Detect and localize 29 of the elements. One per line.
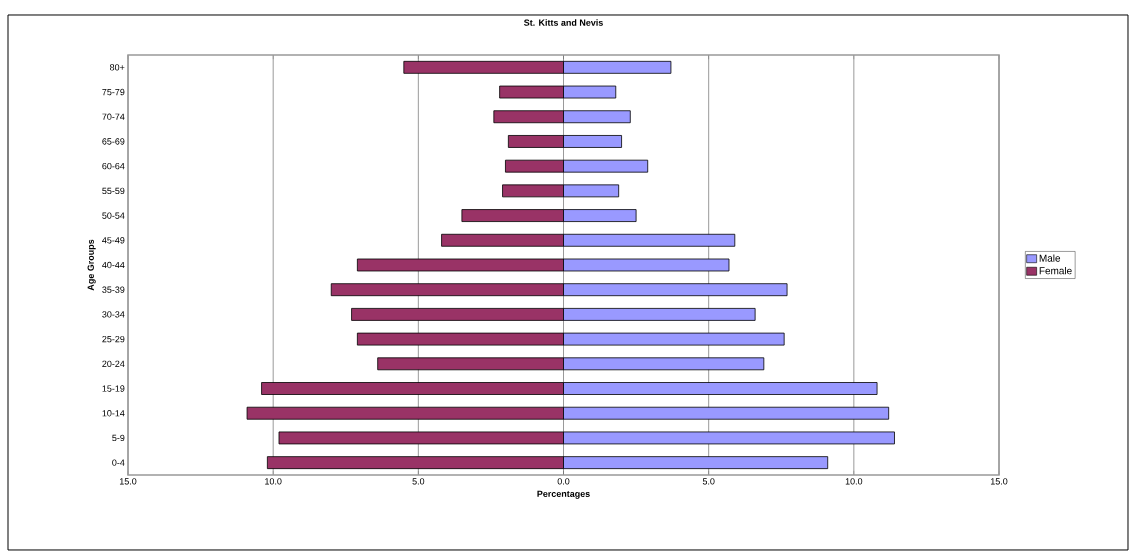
x-tick-label: 15.0 xyxy=(990,478,1008,485)
x-tick-label: 5.0 xyxy=(412,478,425,485)
y-tick-label: 60-64 xyxy=(102,162,125,170)
x-tick-label: 15.0 xyxy=(119,478,137,485)
y-tick-label: 75-79 xyxy=(102,88,125,96)
y-tick-label: 65-69 xyxy=(102,138,125,145)
y-tick-label: 50-54 xyxy=(102,212,125,219)
y-tick-label: 15-19 xyxy=(102,385,125,392)
y-tick-label: 0-4 xyxy=(112,459,125,466)
x-tick-label: 10.0 xyxy=(845,478,863,485)
y-tick-label: 35-39 xyxy=(102,286,125,293)
x-axis-title: Percentages xyxy=(537,490,590,499)
y-tick-label: 25-29 xyxy=(102,335,125,343)
y-tick-label: 5-9 xyxy=(112,434,125,442)
y-tick-label: 30-34 xyxy=(102,311,125,318)
x-tick-label: 5.0 xyxy=(702,478,715,485)
legend-label: Female xyxy=(1039,266,1072,275)
legend-label: Male xyxy=(1039,254,1061,262)
y-axis-title: Age Groups xyxy=(87,239,96,291)
y-tick-label: 45-49 xyxy=(102,237,125,244)
y-tick-label: 10-14 xyxy=(102,410,125,417)
chart-title: St. Kitts and Nevis xyxy=(524,19,603,26)
y-tick-label: 20-24 xyxy=(102,360,125,367)
y-tick-label: 55-59 xyxy=(102,187,125,195)
y-tick-label: 40-44 xyxy=(102,261,125,269)
x-tick-label: 0.0 xyxy=(557,478,570,485)
y-tick-label: 70-74 xyxy=(102,113,125,120)
x-tick-label: 10.0 xyxy=(265,478,282,485)
y-tick-label: 80+ xyxy=(110,64,125,71)
